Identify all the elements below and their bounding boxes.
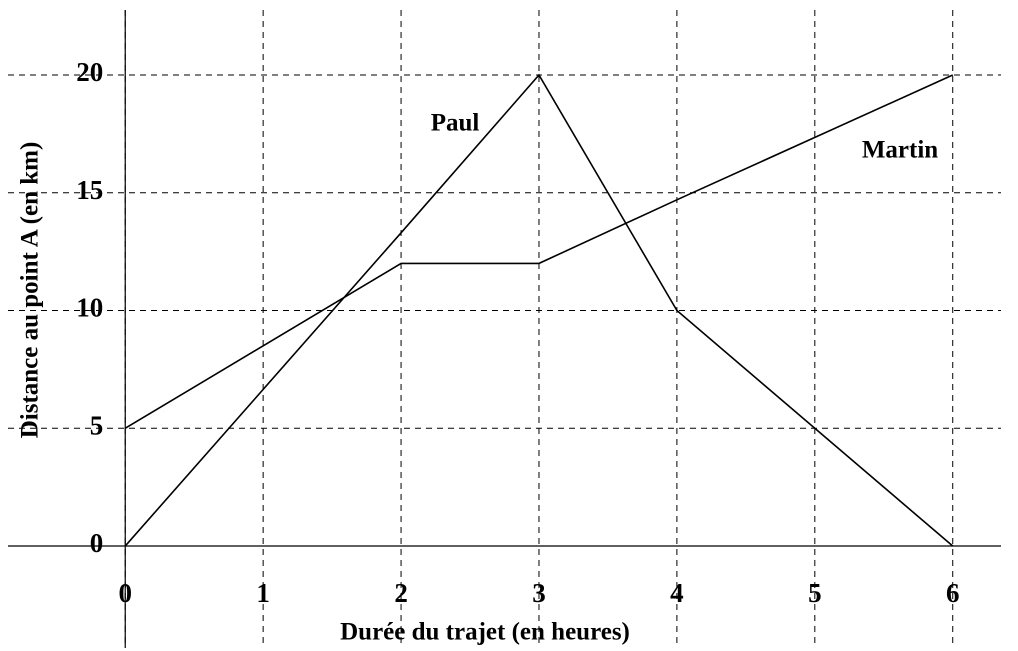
y-tick-label: 20 — [76, 57, 103, 87]
line-series — [124, 73, 954, 547]
x-tick-label: 3 — [532, 578, 546, 608]
y-axis-title: Distance au point A (en km) — [17, 142, 44, 439]
x-tick-label: 2 — [394, 578, 408, 608]
y-tick-label: 0 — [90, 528, 104, 558]
x-axis-title: Durée du trajet (en heures) — [340, 619, 630, 646]
series-label: Paul — [431, 110, 480, 137]
series-label: Martin — [862, 137, 938, 164]
y-tick-label: 5 — [90, 410, 104, 440]
y-tick-label: 10 — [76, 293, 103, 323]
y-tick-label: 15 — [76, 175, 103, 205]
line-series — [124, 74, 954, 429]
x-tick-label: 5 — [808, 578, 822, 608]
x-tick-label: 6 — [946, 578, 960, 608]
x-tick-label: 4 — [670, 578, 684, 608]
x-tick-label: 1 — [256, 578, 270, 608]
